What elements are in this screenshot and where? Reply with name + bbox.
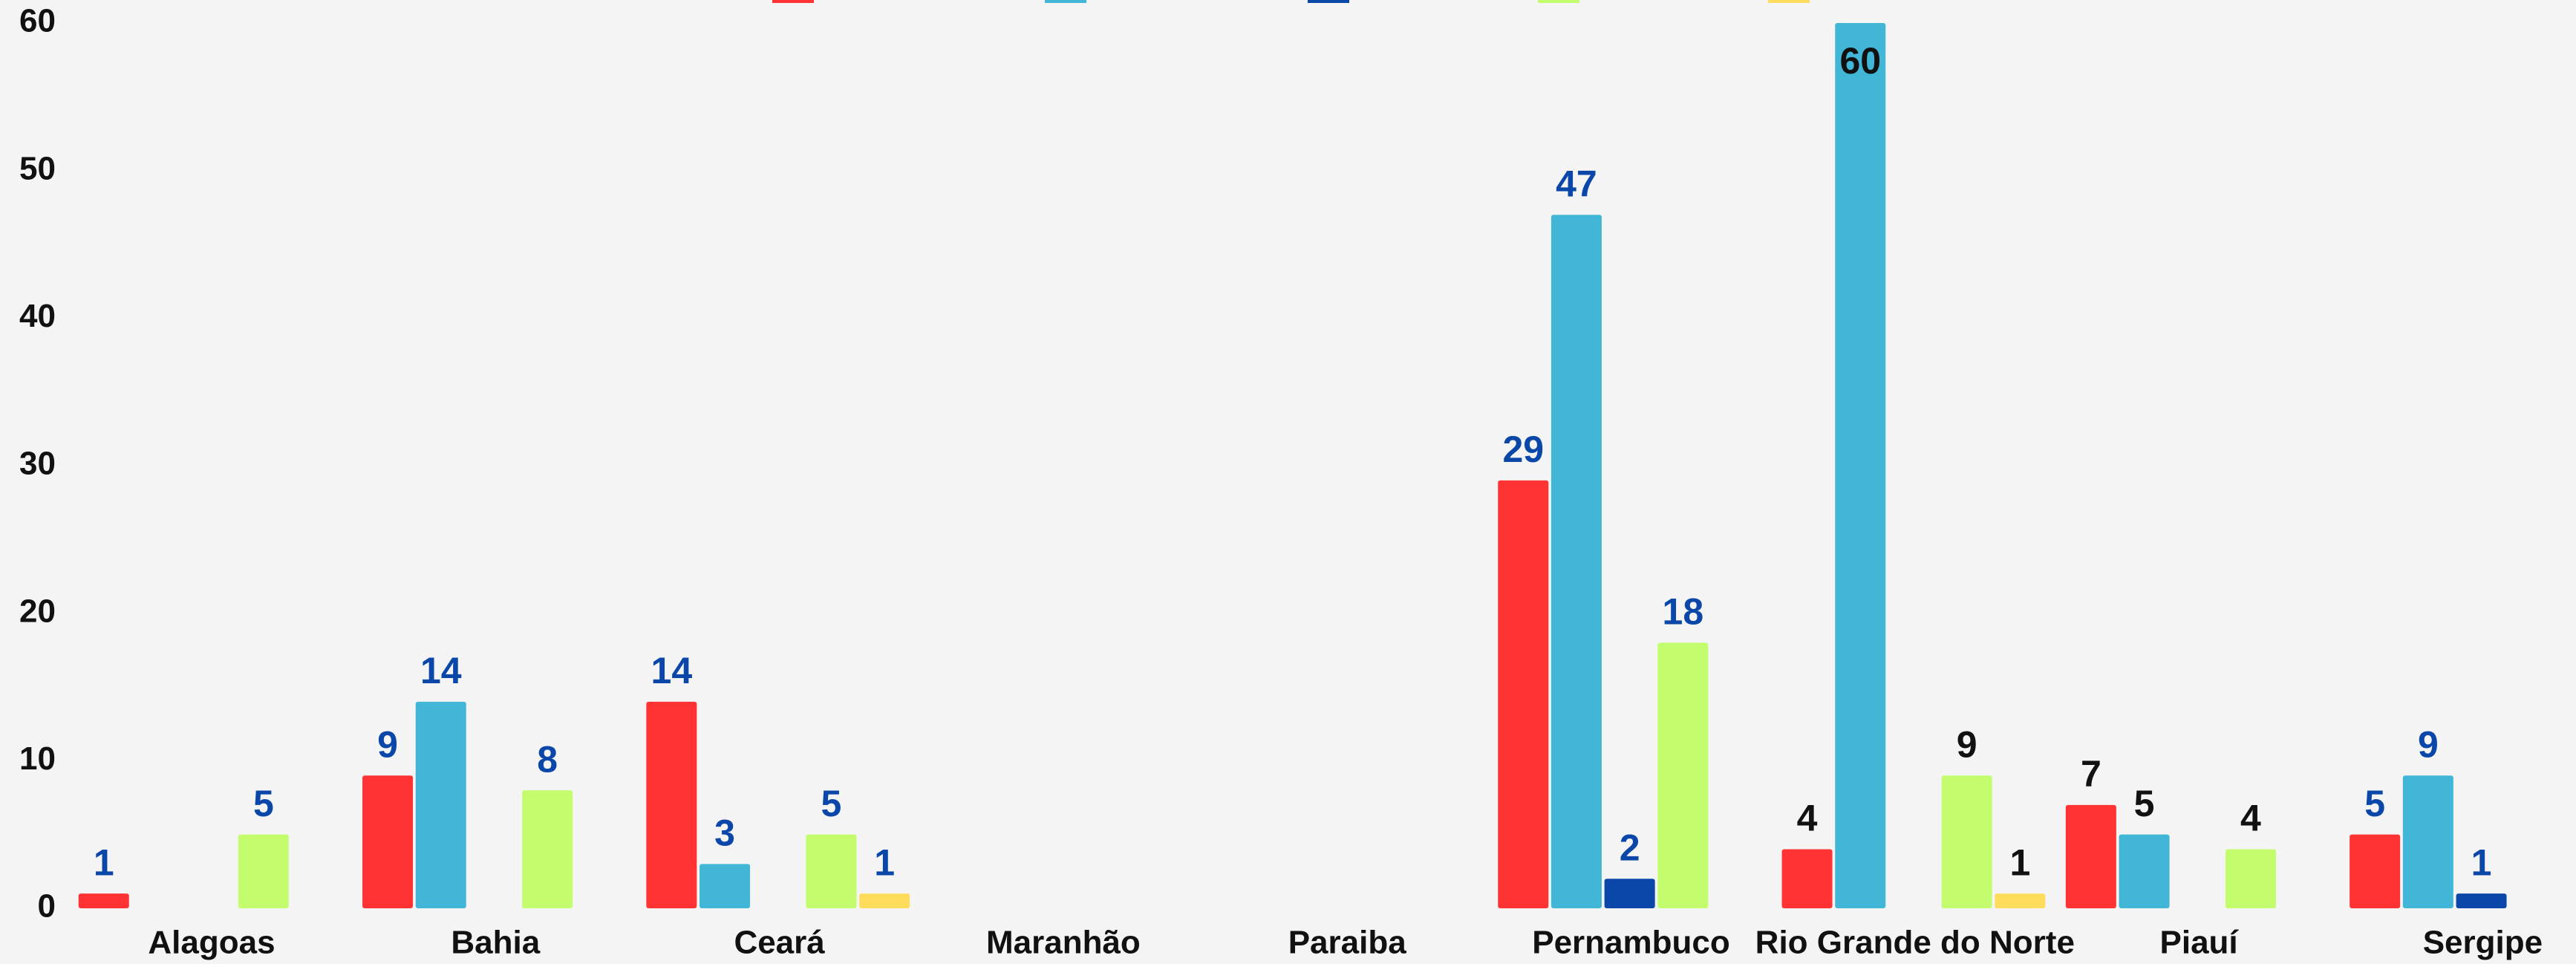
value-label: 9 xyxy=(2418,723,2439,765)
bar xyxy=(859,893,910,908)
value-label: 1 xyxy=(2471,841,2492,883)
bar xyxy=(1498,480,1549,908)
value-label: 1 xyxy=(2009,841,2030,883)
bar xyxy=(2350,834,2401,908)
x-tick-label: Piauí xyxy=(2160,925,2240,961)
value-label: 29 xyxy=(1502,429,1544,470)
bar xyxy=(700,864,751,908)
bar xyxy=(1941,775,1992,908)
legend-swatch xyxy=(1768,0,1810,3)
bar xyxy=(2402,775,2453,908)
x-tick-label: Rio Grande do Norte xyxy=(1755,925,2075,961)
bar xyxy=(2065,804,2116,908)
value-label: 5 xyxy=(253,783,274,824)
bar xyxy=(238,834,289,908)
value-label: 1 xyxy=(874,841,895,883)
value-label: 3 xyxy=(714,812,735,854)
x-tick-label: Paraiba xyxy=(1288,925,1407,961)
bar xyxy=(1781,849,1833,908)
value-label: 14 xyxy=(651,650,693,691)
x-tick-label: Bahia xyxy=(451,925,540,961)
value-label: 1 xyxy=(94,841,114,883)
value-label: 5 xyxy=(2134,783,2155,824)
legend-swatch xyxy=(1538,0,1579,3)
legend-swatch xyxy=(772,0,814,3)
x-tick-label: Ceará xyxy=(734,925,825,961)
bar xyxy=(415,701,466,908)
bar xyxy=(1835,23,1886,908)
value-label: 5 xyxy=(821,783,842,824)
y-tick-label: 20 xyxy=(19,593,56,629)
value-label: 9 xyxy=(1957,723,1977,765)
bar xyxy=(806,834,857,908)
bar xyxy=(2119,834,2170,908)
bar xyxy=(1657,642,1709,908)
x-tick-label: Sergipe xyxy=(2423,925,2543,961)
value-label: 47 xyxy=(1556,163,1597,204)
legend-swatch xyxy=(1045,0,1086,3)
value-label: 60 xyxy=(1839,40,1881,82)
value-label: 2 xyxy=(1620,827,1640,868)
value-label: 9 xyxy=(377,723,398,765)
y-tick-label: 60 xyxy=(19,3,56,39)
y-tick-label: 50 xyxy=(19,150,56,186)
bar xyxy=(78,893,129,908)
value-label: 4 xyxy=(1797,798,1818,839)
y-tick-label: 40 xyxy=(19,298,56,334)
value-label: 7 xyxy=(2081,753,2101,795)
bar xyxy=(1604,879,1655,908)
x-tick-label: Alagoas xyxy=(148,925,275,961)
bar xyxy=(2225,849,2276,908)
value-label: 4 xyxy=(2240,798,2261,839)
bar xyxy=(522,790,573,908)
x-tick-label: Pernambuco xyxy=(1532,925,1730,961)
bar xyxy=(1995,893,2046,908)
bar xyxy=(646,701,697,908)
value-label: 18 xyxy=(1663,591,1704,633)
legend-swatch xyxy=(1308,0,1349,3)
bar xyxy=(2456,893,2507,908)
y-tick-label: 30 xyxy=(19,446,56,482)
value-label: 5 xyxy=(2364,783,2385,824)
value-label: 14 xyxy=(420,650,462,691)
x-tick-label: Maranhão xyxy=(986,925,1141,961)
value-label: 8 xyxy=(537,738,558,780)
bar xyxy=(362,775,414,908)
bar xyxy=(1551,215,1602,908)
y-tick-label: 0 xyxy=(38,888,56,925)
y-tick-label: 10 xyxy=(19,740,56,777)
